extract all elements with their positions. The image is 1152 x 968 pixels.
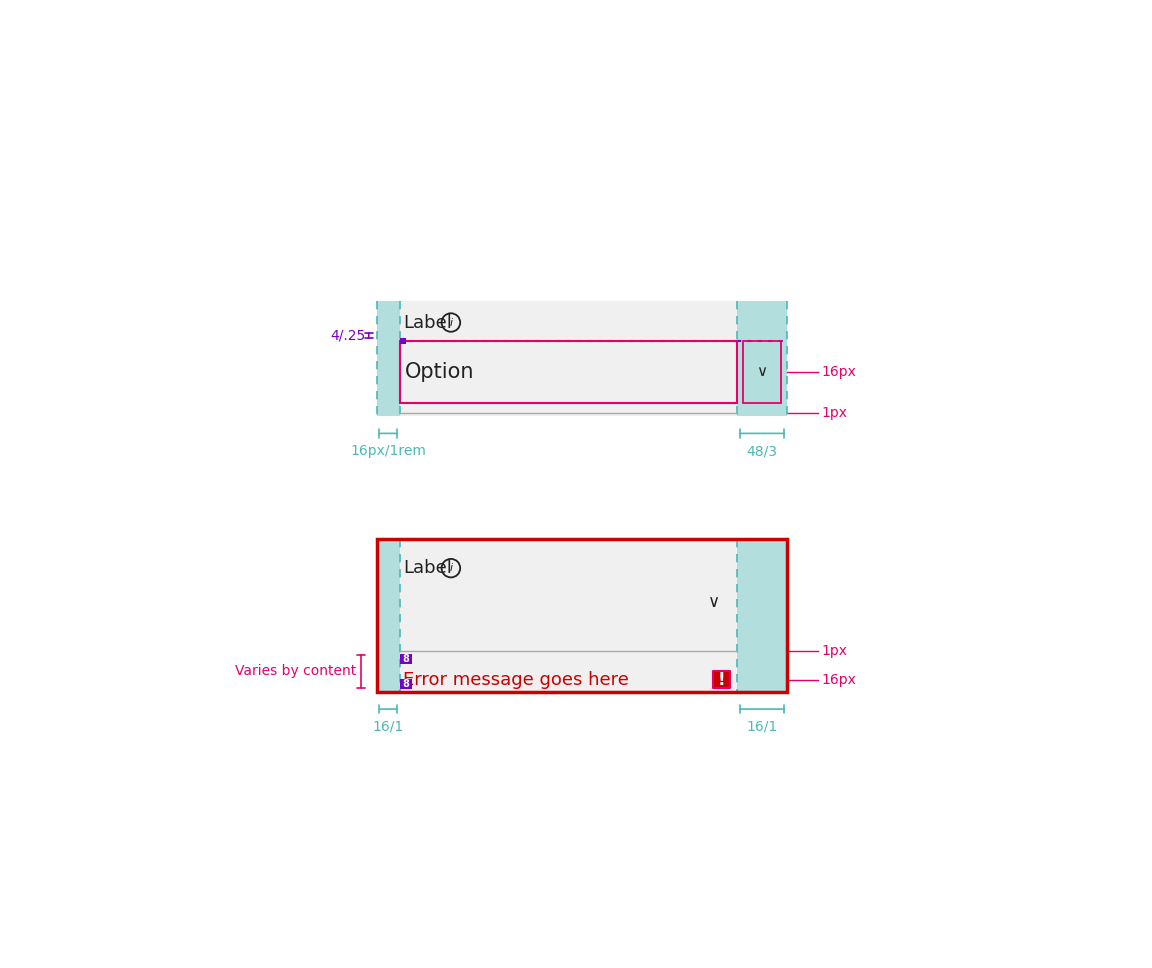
Bar (377, 539, 400, 692)
Bar (400, 338, 406, 344)
Bar (400, 539, 737, 692)
Text: ∨: ∨ (707, 593, 720, 612)
Text: Varies by content: Varies by content (235, 664, 356, 679)
Text: 4/.25: 4/.25 (331, 328, 365, 343)
Text: 16/1: 16/1 (746, 720, 778, 734)
Text: i: i (449, 318, 453, 327)
Bar (400, 679, 412, 689)
Text: Label: Label (403, 560, 452, 577)
Text: Error message goes here: Error message goes here (403, 671, 629, 689)
Bar (713, 672, 730, 688)
Text: Option: Option (404, 362, 473, 381)
Bar (743, 341, 781, 403)
Text: ∨: ∨ (757, 364, 767, 379)
Text: 1px: 1px (821, 644, 848, 657)
Text: 8: 8 (402, 653, 409, 664)
Text: 48/3: 48/3 (746, 444, 778, 458)
Text: Label: Label (403, 314, 452, 331)
Bar (400, 341, 737, 403)
Text: 16px/1rem: 16px/1rem (350, 444, 426, 458)
Text: 8: 8 (402, 679, 409, 689)
Text: 16/1: 16/1 (372, 720, 403, 734)
Text: i: i (449, 563, 453, 573)
Text: 16px: 16px (821, 365, 856, 378)
Text: 1px: 1px (821, 407, 848, 420)
Bar (737, 301, 787, 416)
Bar (377, 301, 400, 416)
Bar (377, 539, 787, 692)
Bar (400, 653, 412, 664)
Text: !: ! (718, 671, 726, 689)
Bar (400, 301, 737, 416)
Text: 16px: 16px (821, 673, 856, 687)
Bar (737, 539, 787, 692)
